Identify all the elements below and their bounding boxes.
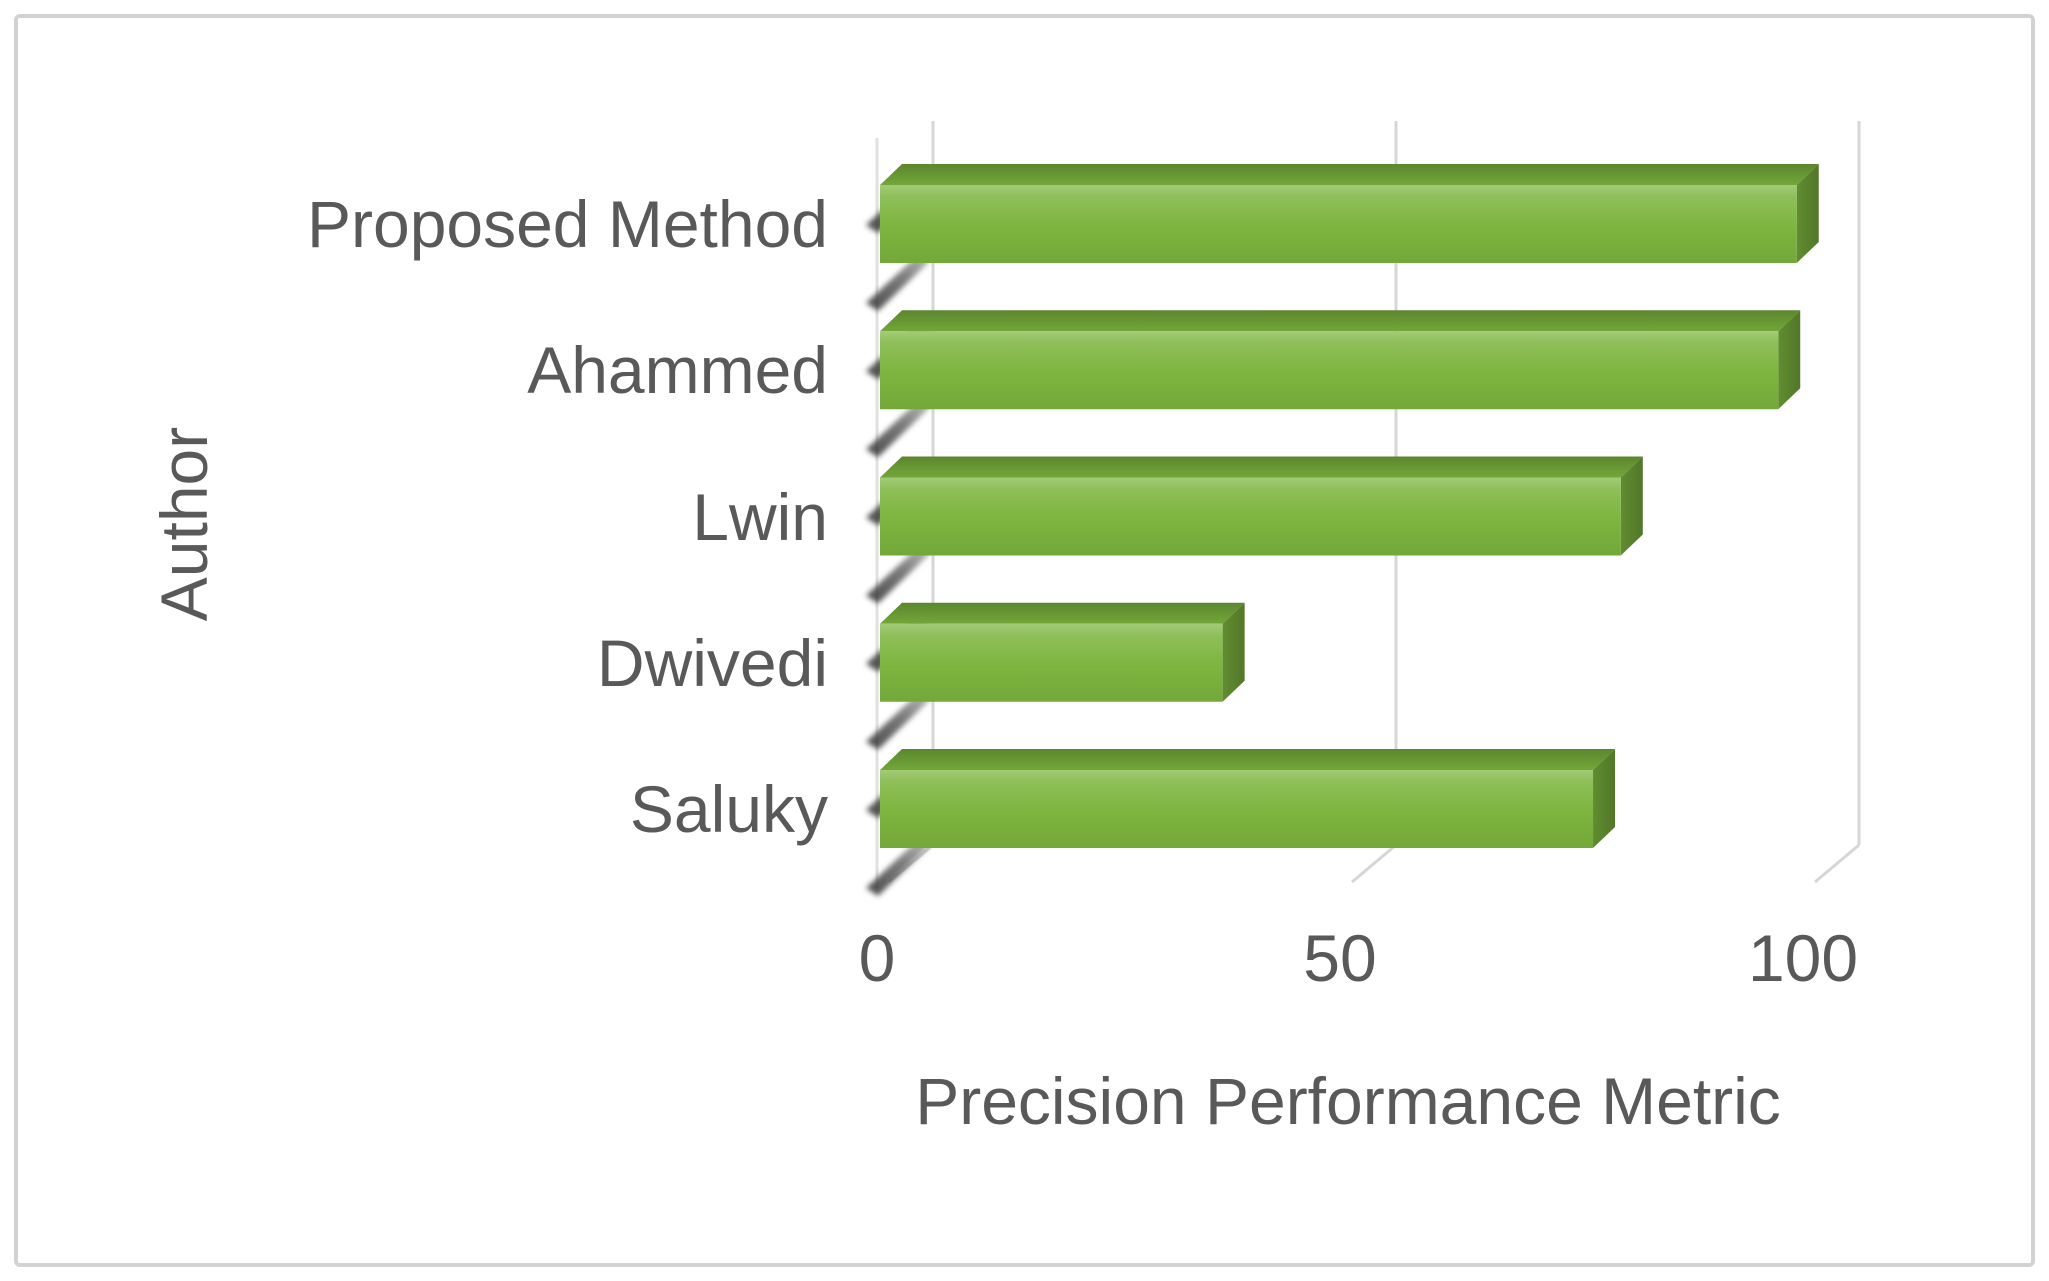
bar-left-shadow-bottom xyxy=(866,543,930,604)
bar-left-shadow-bottom xyxy=(866,397,930,458)
bar-front-face xyxy=(880,770,1594,848)
bar-right-face xyxy=(1778,310,1801,410)
category-label-lwin: Lwin xyxy=(692,479,828,554)
y-axis-title: Author xyxy=(147,426,221,622)
bar-left-shadow-bottom xyxy=(866,836,930,896)
x-tick-label-100: 100 xyxy=(1747,921,1859,995)
x-tick-label-50: 50 xyxy=(1303,921,1377,995)
bar-dwivedi xyxy=(866,602,1245,750)
bar-right-face xyxy=(1620,456,1643,556)
bar-top-face xyxy=(880,749,1616,770)
bar-right-face xyxy=(1796,164,1819,263)
bar-right-face xyxy=(1593,749,1616,848)
bar-proposed-method xyxy=(866,164,1819,311)
bar-front-face xyxy=(880,623,1223,702)
bar-top-face xyxy=(880,602,1245,624)
bar-left-shadow-bottom xyxy=(866,251,930,311)
bar-ahammed xyxy=(866,310,1801,458)
bar-front-face xyxy=(880,331,1779,410)
category-label-saluky: Saluky xyxy=(629,772,828,846)
bar-top-face xyxy=(880,310,1801,332)
bar-right-face xyxy=(1222,602,1245,702)
bar-lwin xyxy=(866,456,1643,604)
gridline-tick-50 xyxy=(1351,843,1397,884)
gridline-tick-100 xyxy=(1814,843,1860,884)
bar-top-face xyxy=(880,456,1643,478)
bar-left-shadow-bottom xyxy=(866,689,930,750)
bars xyxy=(866,164,1819,896)
bar-front-face xyxy=(880,477,1621,556)
chart-border xyxy=(14,14,2035,1267)
bar-front-face xyxy=(880,185,1797,263)
x-tick-label-0: 0 xyxy=(858,921,896,995)
category-label-dwivedi: Dwivedi xyxy=(596,625,828,700)
category-label-proposed-method: Proposed Method xyxy=(306,187,828,261)
category-label-ahammed: Ahammed xyxy=(527,333,828,408)
bar-saluky xyxy=(866,749,1616,896)
bar-top-face xyxy=(880,164,1819,185)
x-axis-title: Precision Performance Metric xyxy=(915,1064,1781,1138)
